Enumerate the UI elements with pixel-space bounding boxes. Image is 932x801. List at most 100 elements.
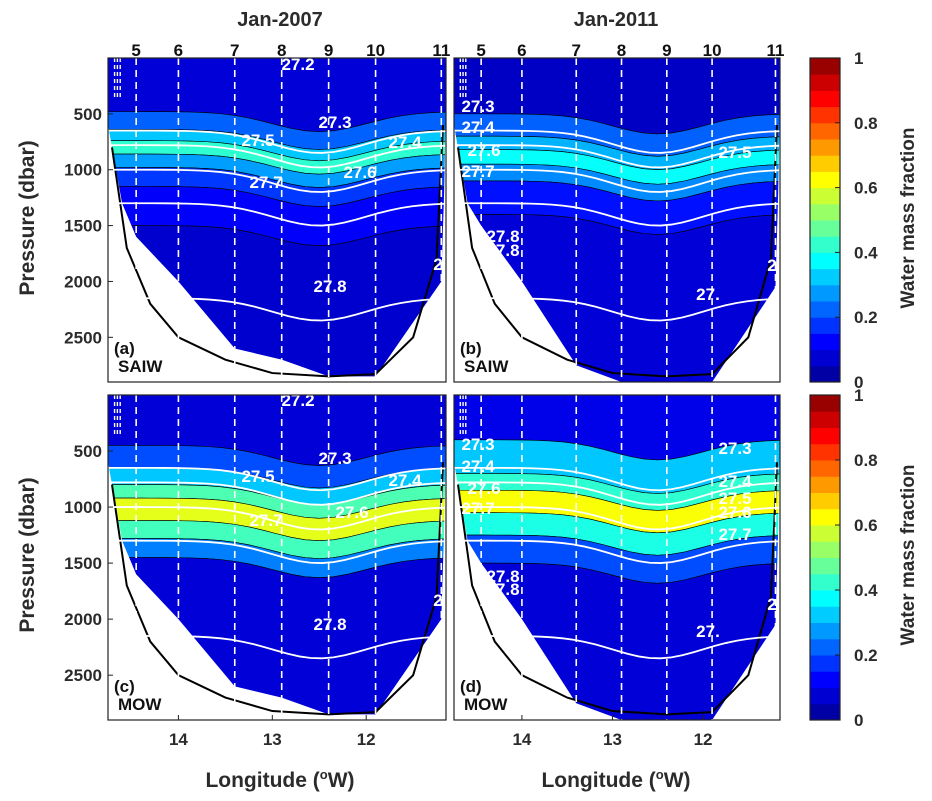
station-label: 11 <box>766 41 784 60</box>
seafloor-line <box>111 124 444 378</box>
panel-letter: (a) <box>114 339 135 358</box>
isopycnal-label: 27.8 <box>486 241 519 260</box>
station-label: 8 <box>617 41 626 60</box>
isopycnal-label: 27.8 <box>313 277 346 296</box>
seafloor-mask <box>454 102 780 382</box>
colorbar-band <box>810 106 840 124</box>
isopycnal-line <box>108 506 446 531</box>
colorbar-band <box>810 220 840 237</box>
isopycnal-line <box>454 481 780 506</box>
colorbar-band <box>810 411 840 428</box>
colorbar-band <box>810 171 840 189</box>
colorbar-band <box>810 301 840 318</box>
isopycnal-label: 2 <box>433 591 442 610</box>
colorbar-tick-label: 1 <box>854 49 863 68</box>
colorbar-tick-label: 0.6 <box>854 179 878 198</box>
x-tick-label: 14 <box>512 730 531 749</box>
y-tick-label: 1000 <box>64 161 102 180</box>
colorbar-band <box>810 508 840 526</box>
panel-d: 27.327.427.627.727.327.427.527.627.727.8… <box>453 394 781 749</box>
isopycnal-label: 2 <box>767 256 776 275</box>
station-label: 10 <box>366 41 385 60</box>
isopycnal-label: 27.2 <box>281 391 314 410</box>
isopycnal-label: 27.7 <box>461 499 494 518</box>
isopycnal-line <box>108 481 446 506</box>
colorbar-label-bottom: Water mass fraction <box>898 465 919 646</box>
x-axis-label-left: Longitude (oW) <box>205 767 354 792</box>
isopycnal-label: 27.3 <box>318 449 351 468</box>
colorbar-frame <box>809 57 841 383</box>
station-label: 8 <box>277 41 286 60</box>
colorbar-band <box>810 122 840 140</box>
x-axis-label-right: Longitude (oW) <box>541 767 690 792</box>
isopycnal-label: 27.3 <box>461 97 494 116</box>
y-tick-label: 2000 <box>64 610 102 629</box>
isopycnal-label: 27.6 <box>335 503 368 522</box>
y-tick-label: 1500 <box>64 217 102 236</box>
panel-letter: (b) <box>460 339 482 358</box>
colorbar-bottom: 0 0.2 0.4 0.6 0.8 1 <box>809 386 878 730</box>
seafloor-mask <box>108 102 446 382</box>
isopycnal-label: 27.6 <box>467 479 500 498</box>
colorbar-tick-label: 0.2 <box>854 646 878 665</box>
isopycnal-label: 27.8 <box>486 227 519 246</box>
colorbar-label-top: Water mass fraction <box>898 128 919 309</box>
isopycnal-line <box>454 539 780 564</box>
colorbar-band <box>810 460 840 477</box>
fraction-field <box>454 395 780 720</box>
y-axis-label-bottom: Pressure (dbar) <box>16 477 39 632</box>
isopycnal-label: 27.4 <box>388 133 422 152</box>
colorbar-tick-label: 0 <box>854 711 863 730</box>
isopycnal-line <box>108 297 446 322</box>
water-mass-label: SAIW <box>464 357 509 376</box>
isopycnal-label: 2 <box>433 255 442 274</box>
isopycnal-label: 27.3 <box>461 435 494 454</box>
isopycnal-line <box>454 129 780 154</box>
axes-box <box>453 394 781 721</box>
isopycnal-label: 2 <box>767 595 776 614</box>
seafloor-mask <box>108 439 446 720</box>
colorbar-tick-label: 0.6 <box>854 516 878 535</box>
colorbar-band <box>810 541 840 558</box>
colorbar-band <box>810 203 840 221</box>
isopycnal-label: 27.5 <box>718 489 751 508</box>
isopycnal-label: 27.6 <box>343 163 376 182</box>
y-tick-label: 1500 <box>64 554 102 573</box>
isopycnal-line <box>108 635 446 660</box>
isopycnal-label: 27.8 <box>486 580 519 599</box>
isopycnal-line <box>108 202 446 227</box>
colorbar-tick-label: 0.4 <box>854 243 878 262</box>
colorbar-band <box>810 365 840 383</box>
y-tick-label: 500 <box>74 442 102 461</box>
seafloor-line <box>457 462 778 716</box>
x-tick-label: 12 <box>357 730 376 749</box>
x-tick-label: 13 <box>603 730 622 749</box>
y-tick-label: 2000 <box>64 272 102 291</box>
colorbar-band <box>810 573 840 591</box>
colorbar-band <box>810 590 840 607</box>
isopycnal-label: 27. <box>696 622 720 641</box>
x-tick-label: 13 <box>263 730 282 749</box>
isopycnal-line <box>454 635 780 660</box>
isopycnal-label: 27.4 <box>388 471 422 490</box>
isopycnal-line <box>108 539 446 564</box>
y-tick-label: 2500 <box>64 666 102 685</box>
colorbar-band <box>810 622 840 640</box>
station-label: 10 <box>703 41 722 60</box>
colorbar-band <box>810 187 840 205</box>
isopycnal-label: 27.7 <box>249 173 282 192</box>
colorbar-tick-label: 0.8 <box>854 114 878 133</box>
isopycnal-line <box>454 144 780 169</box>
isopycnal-label: 27.7 <box>718 525 751 544</box>
panel-c: 27.2 27.3 27.5 27.4 27.7 27.6 27.8 2 (c)MOW 500 10… <box>64 391 447 749</box>
colorbar-band <box>810 284 840 302</box>
isopycnal-line <box>108 144 446 169</box>
isopycnal-line <box>108 129 446 154</box>
colorbar-band <box>810 655 840 672</box>
colorbar-band <box>810 236 840 253</box>
station-label: 11 <box>432 41 450 60</box>
seafloor-mask <box>454 439 780 720</box>
isopycnal-line <box>454 168 780 193</box>
isopycnal-line <box>454 506 780 531</box>
y-axis-label-top: Pressure (dbar) <box>16 140 39 295</box>
